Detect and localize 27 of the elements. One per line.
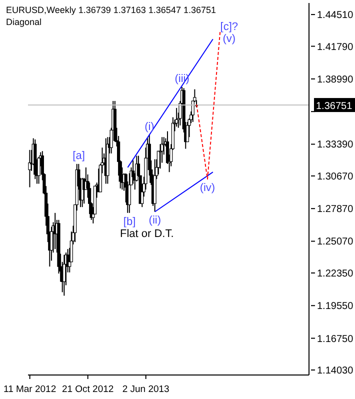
candlestick: [62, 254, 66, 296]
candlestick: [128, 172, 131, 214]
annotation: Flat or D.T.: [120, 228, 174, 240]
y-tick-label: 1.19550: [317, 301, 354, 312]
y-tick-label: 1.30670: [317, 171, 354, 182]
annotation: (i): [144, 120, 154, 133]
y-tick-label: 1.27870: [317, 204, 354, 216]
annotation: [c]?: [220, 20, 238, 33]
ref-line-label: 1.36751: [316, 101, 353, 112]
text: Diagonal: [6, 16, 43, 28]
y-tick-label: 1.22350: [317, 268, 354, 280]
y-tick-label: 1.33390: [317, 140, 354, 151]
annotation: (ii): [148, 214, 162, 227]
x-tick-label: 11 Mar 2012: [3, 384, 56, 395]
y-tick-label: 1.14030: [317, 365, 354, 376]
annotation: [a]: [72, 150, 85, 162]
y-tick-label: 1.38990: [317, 74, 354, 86]
annotation: (v): [222, 32, 236, 45]
y-tick-label: 1.25070: [317, 236, 354, 248]
chart-title: EURUSD,Weekly 1.36739 1.37163 1.36547 1.36751: [6, 4, 216, 16]
y-tick-label: 1.41790: [317, 42, 354, 53]
annotation: (iv): [200, 182, 216, 194]
x-tick-label: 2 Jun 2013: [122, 384, 170, 395]
annotation: [b]: [123, 216, 136, 228]
y-tick-label: 1.44510: [317, 10, 354, 22]
y-tick-label: 1.16750: [317, 334, 354, 345]
x-tick-label: 21 Oct 2012: [62, 384, 114, 395]
